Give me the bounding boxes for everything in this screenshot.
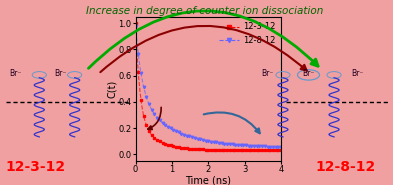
Text: Br⁻: Br⁻ <box>9 70 22 78</box>
Text: Br⁻: Br⁻ <box>302 70 315 78</box>
Text: Br⁻: Br⁻ <box>351 70 364 78</box>
Legend: 12-3-12, 12-8-12: 12-3-12, 12-8-12 <box>217 21 277 46</box>
X-axis label: Time (ns): Time (ns) <box>185 176 231 185</box>
Text: Br⁻: Br⁻ <box>55 70 67 78</box>
Text: Br⁻: Br⁻ <box>261 70 274 78</box>
Text: 12-3-12: 12-3-12 <box>6 160 65 174</box>
Text: Increase in degree of counter ion dissociation: Increase in degree of counter ion dissoc… <box>86 6 323 16</box>
Y-axis label: C(t): C(t) <box>107 80 117 98</box>
Text: 12-8-12: 12-8-12 <box>316 160 376 174</box>
